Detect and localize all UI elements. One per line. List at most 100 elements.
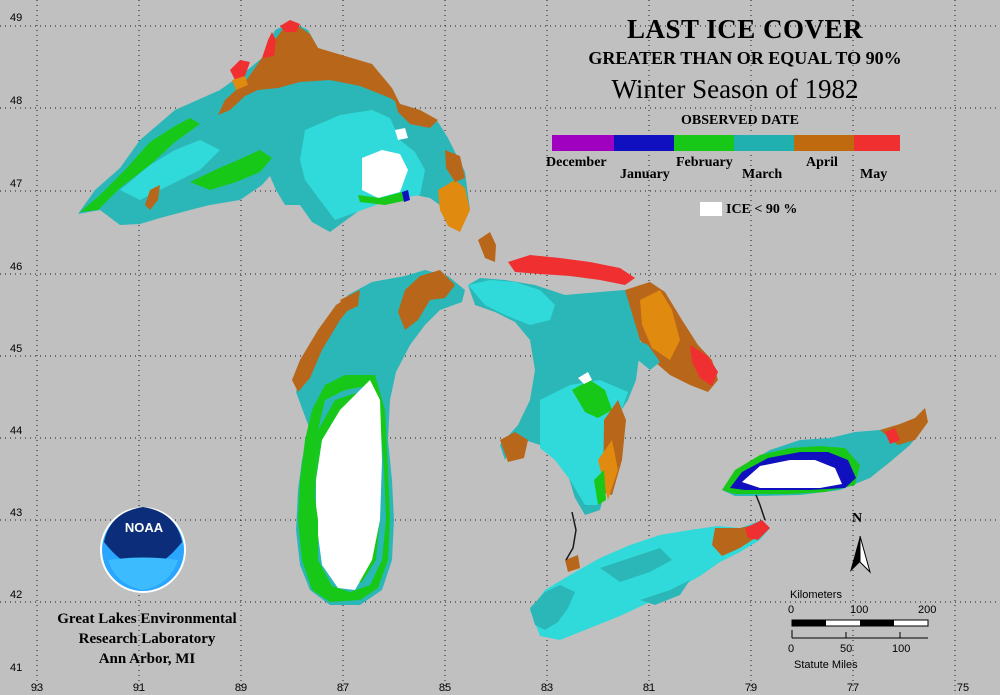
north-channel-red — [508, 255, 635, 285]
superior-south-green — [190, 150, 272, 190]
huron-east-orange2 — [598, 440, 618, 500]
legend-swatch-may — [854, 135, 900, 151]
legend-title: OBSERVED DATE — [681, 113, 799, 128]
superior-whitefish-orange — [438, 180, 470, 232]
north-arrow — [850, 535, 871, 574]
legend-label-may: May — [860, 167, 888, 182]
erie-lake-st-clair — [565, 555, 580, 572]
legend-swatch-march — [734, 135, 794, 151]
legend-label-january: January — [620, 167, 670, 182]
huron-cyan-n — [468, 280, 555, 325]
noaa-logo — [100, 507, 186, 593]
scale-km-tick-0: 0 — [788, 604, 795, 616]
lake-michigan — [292, 270, 465, 605]
erie-mid-teal — [600, 548, 672, 582]
lon-label-93: 93 — [30, 682, 44, 694]
credit-line-3: Ann Arbor, MI — [98, 651, 196, 667]
lon-label-85: 85 — [438, 682, 452, 694]
superior-white — [362, 150, 408, 198]
lake-superior — [78, 20, 470, 232]
lon-label-77: 77 — [846, 682, 860, 694]
lake-huron — [468, 278, 640, 515]
georgian-teal — [632, 338, 660, 370]
superior-ne-brown — [392, 90, 438, 128]
map-subtitle: GREATER THAN OR EQUAL TO 90% — [588, 48, 902, 68]
legend-label-april: April — [806, 155, 838, 170]
legend-label-february: February — [676, 155, 733, 170]
lat-label-41: 41 — [10, 662, 23, 674]
north-label: N — [852, 511, 863, 526]
scale-km-label: Kilometers — [790, 589, 842, 601]
ontario-east-red — [885, 428, 900, 444]
superior-west-cyan — [120, 140, 220, 200]
lat-label-42: 42 — [10, 589, 23, 601]
map-title: LAST ICE COVER — [626, 14, 864, 44]
scale-mi-label: Statute Miles — [794, 659, 858, 671]
superior-nw-red2 — [230, 60, 250, 82]
lon-label-81: 81 — [642, 682, 656, 694]
superior-north-brown — [218, 24, 400, 115]
scale-mi-tick-0: 0 — [788, 643, 795, 655]
superior-blue — [402, 190, 410, 202]
huron-white — [578, 372, 592, 384]
superior-west-green — [80, 118, 200, 212]
ontario-white — [742, 460, 842, 488]
legend-label-march: March — [742, 167, 783, 182]
rivers — [565, 494, 766, 561]
lat-label-49: 49 — [10, 12, 23, 24]
superior-white-small — [395, 128, 408, 140]
superior-nw-orange — [232, 76, 248, 90]
legend-swatch-february — [674, 135, 734, 151]
lat-label-43: 43 — [10, 507, 23, 519]
superior-green-ring — [358, 192, 408, 205]
georgian-red — [690, 345, 718, 386]
lat-label-47: 47 — [10, 178, 23, 190]
lat-label-44: 44 — [10, 425, 23, 437]
michigan-green-edge — [300, 475, 318, 570]
superior-east-brown — [445, 150, 465, 182]
scale-mi-tick-100: 100 — [892, 643, 911, 655]
michigan-ne-brown — [398, 270, 455, 330]
credit-block: Great Lakes Environmental Research Labor… — [22, 609, 272, 669]
lon-label-87: 87 — [336, 682, 350, 694]
superior-nw-red — [262, 32, 276, 58]
scale-bar — [791, 619, 929, 639]
erie-base — [530, 520, 770, 640]
lat-label-46: 46 — [10, 261, 23, 273]
michigan-white — [316, 380, 382, 590]
lake-ontario — [722, 408, 928, 496]
season-title: Winter Season of 1982 — [611, 74, 859, 104]
lon-label-89: 89 — [234, 682, 248, 694]
lat-label-48: 48 — [10, 95, 23, 107]
legend-label-december: December — [546, 155, 607, 170]
lon-label-83: 83 — [540, 682, 554, 694]
credit-line-2: Research Laboratory — [78, 631, 216, 647]
superior-top-red — [280, 20, 300, 32]
legend-ice-swatch — [700, 202, 722, 216]
lake-erie — [530, 520, 770, 640]
huron-saginaw-brown — [500, 432, 528, 462]
legend-ice-label: ICE < 90 % — [726, 202, 798, 217]
huron-east-green — [594, 470, 606, 505]
lon-label-75: 75 — [956, 682, 970, 694]
legend-swatch-december — [552, 135, 614, 151]
erie-south-teal — [640, 580, 690, 605]
georgian-bay — [625, 282, 718, 392]
superior-south-brown — [145, 185, 160, 210]
michigan-nw-brown — [340, 290, 360, 312]
erie-east-red — [745, 520, 770, 540]
legend-swatch-january — [614, 135, 674, 151]
green-bay-brown — [292, 295, 356, 392]
st-marys-brown — [478, 232, 496, 262]
legend-swatch-april — [794, 135, 854, 151]
scale-km-tick-100: 100 — [850, 604, 869, 616]
lon-label-79: 79 — [744, 682, 758, 694]
scale-mi-tick-50: 50 — [840, 643, 853, 655]
erie-west-teal — [530, 585, 575, 630]
legend-color-bar — [552, 135, 900, 151]
north-channel — [478, 232, 635, 285]
lon-label-91: 91 — [132, 682, 146, 694]
scale-km-tick-200: 200 — [918, 604, 937, 616]
